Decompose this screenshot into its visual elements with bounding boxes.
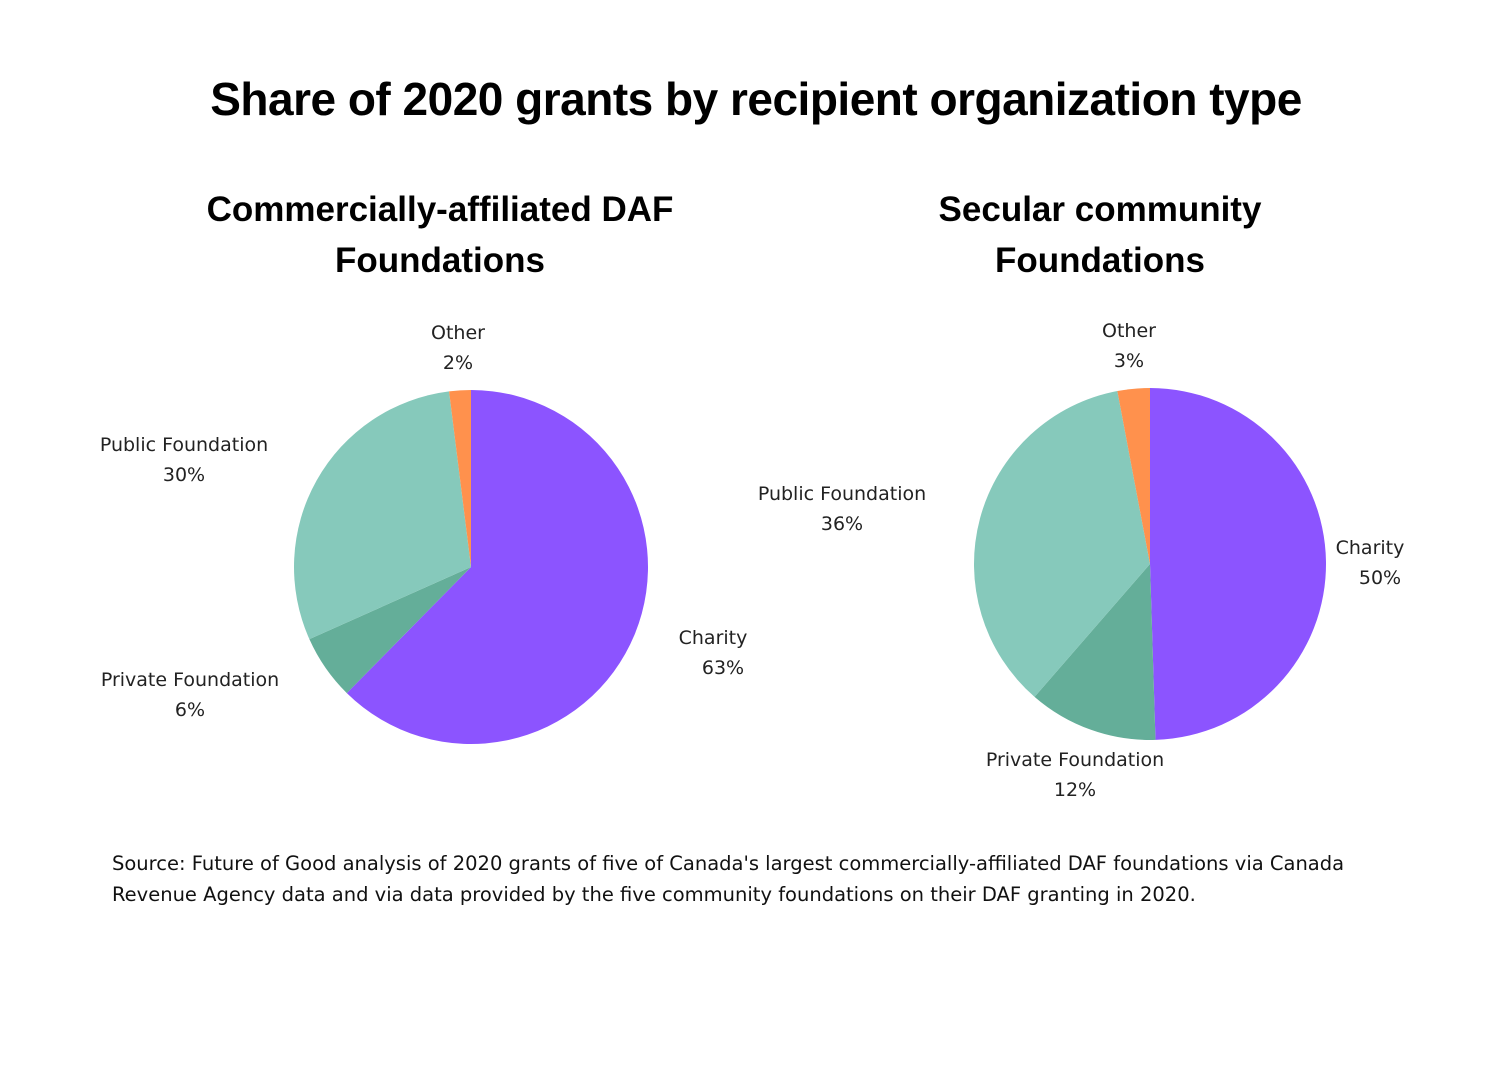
- pie-right-slice-private-foundation: [1034, 564, 1156, 740]
- pie-left-slice-other: [449, 390, 471, 567]
- pie-right-title-line-2: Foundations: [995, 241, 1205, 280]
- chart-title: Share of 2020 grants by recipient organi…: [210, 73, 1302, 125]
- pie-right-slice-charity: [1150, 388, 1327, 740]
- pie-left-label-charity: Charity: [679, 627, 748, 649]
- source-note: Source: Future of Good analysis of 2020 …: [112, 852, 1345, 906]
- pie-left-value-charity: 63%: [702, 657, 744, 679]
- pie-left-label-other: Other: [431, 322, 485, 344]
- pie-right-slice-public-foundation: [974, 391, 1150, 697]
- pie-left-title-line-2: Foundations: [335, 241, 545, 280]
- pie-right-value-other: 3%: [1114, 350, 1144, 372]
- pie-right-value-public-foundation: 36%: [821, 513, 863, 535]
- pie-right-title: Secular community Foundations: [850, 184, 1350, 286]
- pie-left-label-public-foundation: Public Foundation: [100, 434, 268, 456]
- pie-left-title: Commercially-affiliated DAF Foundations: [140, 184, 740, 286]
- pie-right-label-public-foundation: Public Foundation: [758, 483, 926, 505]
- pie-left-slice-charity: [346, 390, 648, 745]
- pie-right-label-charity: Charity: [1336, 537, 1405, 559]
- pie-left-slice-private-foundation: [309, 567, 471, 694]
- pie-left-value-other: 2%: [443, 352, 473, 374]
- pie-right-value-private-foundation: 12%: [1054, 779, 1096, 801]
- pie-right-label-other: Other: [1102, 320, 1156, 342]
- pie-left-title-line-1: Commercially-affiliated DAF: [206, 190, 674, 229]
- pie-left-value-public-foundation: 30%: [163, 464, 205, 486]
- pie-left-slice-public-foundation: [294, 391, 471, 640]
- pie-right-title-line-1: Secular community: [938, 190, 1262, 229]
- pie-right-value-charity: 50%: [1359, 567, 1401, 589]
- pie-left-label-private-foundation: Private Foundation: [101, 669, 279, 691]
- pie-right-label-private-foundation: Private Foundation: [986, 749, 1164, 771]
- pie-left-value-private-foundation: 6%: [175, 699, 205, 721]
- pie-right-slice-other: [1117, 388, 1150, 564]
